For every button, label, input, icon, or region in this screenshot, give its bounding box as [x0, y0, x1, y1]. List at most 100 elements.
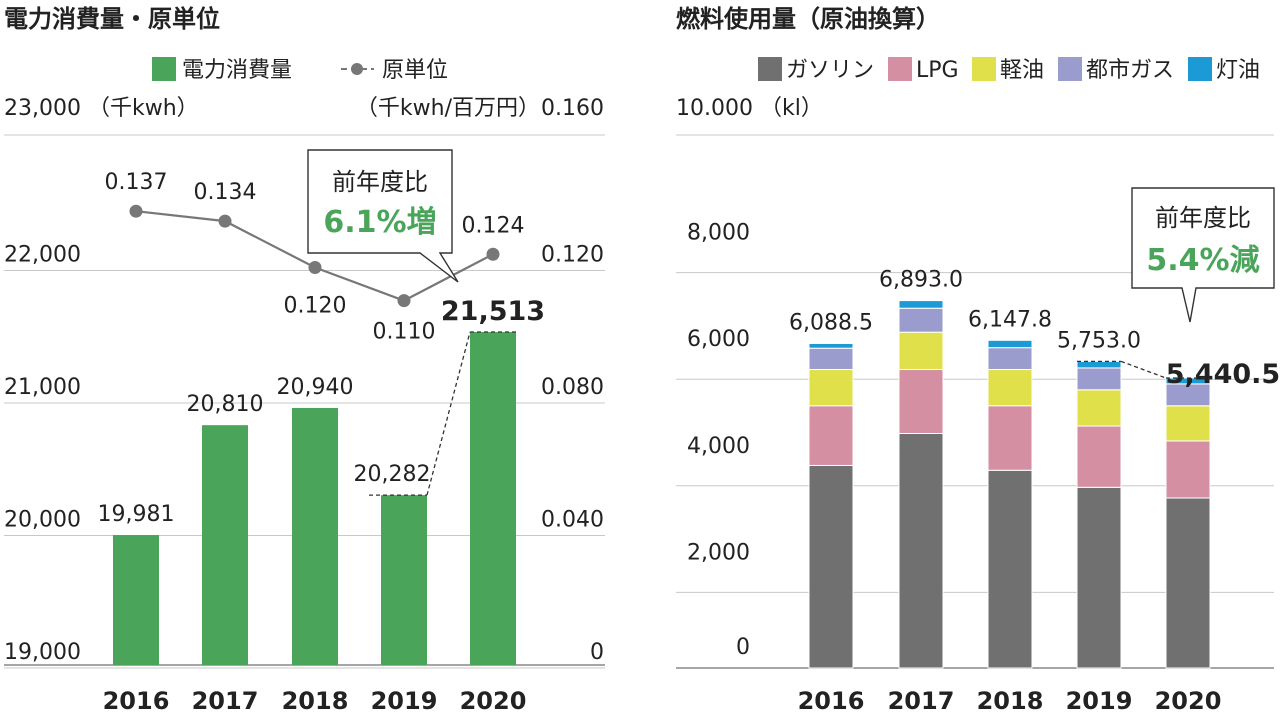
- intensity-value-label: 0.137: [105, 170, 168, 195]
- power-value-label: 19,981: [98, 502, 175, 527]
- power-value-label: 20,810: [187, 392, 264, 417]
- fuel-seg-LPG-2018: [987, 405, 1033, 471]
- fuel-total-label: 5,753.0: [1057, 328, 1141, 353]
- fuel-seg-ガソリン-2017: [898, 432, 944, 669]
- right-axis-tick: 6,000: [687, 327, 750, 352]
- left-axis-top-label: 23,000 （千kwh）: [4, 96, 199, 121]
- left-axis-tick: 22,000: [4, 243, 81, 268]
- fuel-seg-軽油-2020: [1165, 405, 1211, 442]
- left-x-label: 2017: [192, 687, 259, 715]
- right-callout-line1: 前年度比: [1155, 204, 1251, 232]
- legend-label-2: 軽油: [1000, 58, 1044, 83]
- right-axis-top-label: 10.000 （kl）: [676, 96, 823, 121]
- left-axis-tick: 19,000: [4, 640, 81, 665]
- fuel-seg-灯油-2017: [898, 300, 944, 309]
- right-axis-tick: 0: [736, 635, 750, 660]
- intensity-point-2016: [129, 204, 143, 218]
- right-axis-tick: 8,000: [687, 221, 750, 246]
- fuel-total-label: 5,440.5: [1166, 359, 1280, 390]
- fuel-seg-灯油-2016: [808, 342, 854, 349]
- right-axis-tick: 0.040: [541, 508, 604, 533]
- legend-bar-label: 電力消費量: [182, 58, 292, 83]
- fuel-seg-都市ガス-2016: [808, 347, 854, 371]
- intensity-point-2019: [397, 294, 411, 308]
- intensity-value-label: 0.124: [462, 213, 525, 238]
- right-x-label: 2017: [888, 687, 955, 715]
- fuel-total-label: 6,147.8: [968, 307, 1052, 332]
- right-axis-tick: 2,000: [687, 540, 750, 565]
- legend-line-marker: [351, 63, 363, 75]
- fuel-total-label: 6,893.0: [879, 268, 963, 293]
- right-x-label: 2020: [1155, 687, 1222, 715]
- fuel-seg-ガソリン-2020: [1165, 497, 1211, 669]
- fuel-seg-LPG-2016: [808, 405, 854, 466]
- right-callout-line2: 5.4%減: [1146, 243, 1259, 278]
- legend-label-0: ガソリン: [786, 58, 874, 83]
- fuel-seg-都市ガス-2018: [987, 347, 1033, 371]
- left-x-label: 2020: [460, 687, 527, 715]
- right-axis-top-tick: 0.160: [541, 96, 604, 121]
- legend-swatch-0: [758, 57, 782, 81]
- fuel-seg-LPG-2017: [898, 369, 944, 434]
- left-callout-line1: 前年度比: [332, 168, 428, 196]
- fuel-seg-LPG-2019: [1076, 425, 1122, 488]
- intensity-value-label: 0.134: [194, 180, 257, 205]
- right-axis-unit: （千kwh/百万円）: [356, 96, 540, 121]
- power-value-label: 21,513: [441, 296, 545, 327]
- left-callout-line2: 6.1%増: [323, 205, 436, 240]
- right-axis-tick: 4,000: [687, 434, 750, 459]
- intensity-value-label: 0.120: [284, 294, 347, 319]
- intensity-point-2020: [486, 247, 500, 261]
- fuel-seg-ガソリン-2018: [987, 469, 1033, 669]
- fuel-seg-灯油-2019: [1076, 360, 1122, 369]
- right-x-label: 2018: [977, 687, 1044, 715]
- left-x-label: 2016: [103, 687, 170, 715]
- intensity-point-2018: [308, 261, 322, 274]
- fuel-seg-都市ガス-2017: [898, 307, 944, 333]
- right-callout-box: [1131, 187, 1275, 323]
- decrease-dash-diagonal: [1120, 360, 1167, 379]
- fuel-total-label: 6,088.5: [789, 310, 873, 335]
- fuel-seg-ガソリン-2019: [1076, 486, 1122, 669]
- fuel-seg-LPG-2020: [1165, 440, 1211, 499]
- legend-swatch-4: [1188, 57, 1212, 81]
- fuel-seg-灯油-2018: [987, 339, 1033, 349]
- left-chart-title: 電力消費量・原単位: [4, 5, 220, 33]
- legend-line-label: 原単位: [382, 58, 448, 83]
- legend-label-4: 灯油: [1216, 58, 1260, 83]
- left-axis-tick: 21,000: [4, 375, 81, 400]
- left-callout-box: [307, 149, 459, 283]
- right-axis-tick: 0.120: [541, 243, 604, 268]
- power-bar-2016: [113, 535, 159, 665]
- fuel-seg-都市ガス-2019: [1076, 367, 1122, 391]
- fuel-seg-軽油-2017: [898, 331, 944, 371]
- right-chart-title: 燃料使用量（原油換算）: [676, 5, 940, 33]
- power-bar-2020: [470, 332, 516, 665]
- legend-swatch-2: [972, 57, 996, 81]
- right-x-label: 2019: [1066, 687, 1133, 715]
- left-x-label: 2019: [371, 687, 438, 715]
- fuel-seg-ガソリン-2016: [808, 464, 854, 669]
- power-value-label: 20,940: [277, 375, 354, 400]
- legend-label-3: 都市ガス: [1086, 58, 1174, 83]
- fuel-seg-軽油-2016: [808, 369, 854, 407]
- fuel-seg-軽油-2019: [1076, 389, 1122, 427]
- legend-swatch-1: [888, 57, 912, 81]
- legend-bar-swatch: [152, 57, 176, 81]
- power-bar-2019: [381, 495, 427, 665]
- left-axis-tick: 20,000: [4, 508, 81, 533]
- fuel-seg-軽油-2018: [987, 369, 1033, 407]
- power-bar-2017: [202, 425, 248, 665]
- growth-dash-diagonal: [426, 331, 471, 496]
- right-axis-tick: 0: [590, 640, 604, 665]
- intensity-point-2017: [218, 214, 232, 228]
- legend-label-1: LPG: [916, 58, 959, 83]
- power-bar-2018: [292, 407, 338, 665]
- right-axis-tick: 0.080: [541, 375, 604, 400]
- legend-swatch-3: [1058, 57, 1082, 81]
- right-x-label: 2016: [798, 687, 865, 715]
- left-x-label: 2018: [282, 687, 349, 715]
- power-value-label: 20,282: [354, 462, 431, 487]
